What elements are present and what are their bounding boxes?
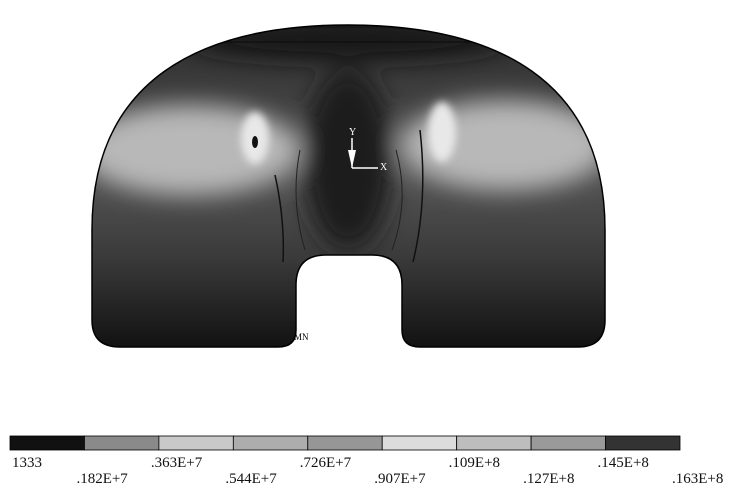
x-axis-label: X xyxy=(380,162,388,173)
triad: Y X xyxy=(348,127,388,173)
legend-label: .127E+8 xyxy=(523,471,574,487)
legend-label: 1333 xyxy=(12,455,42,471)
legend-label: .363E+7 xyxy=(151,455,203,471)
legend-swatch xyxy=(9,435,85,451)
legend-swatch xyxy=(232,435,309,451)
legend-swatch xyxy=(307,435,383,451)
legend-swatch xyxy=(381,435,458,451)
outline xyxy=(91,24,606,348)
legend-swatch xyxy=(605,435,681,451)
legend-label: .544E+7 xyxy=(225,471,277,487)
legend-swatch xyxy=(456,435,532,451)
legend-label: .109E+8 xyxy=(449,455,500,471)
legend-label: .145E+8 xyxy=(598,455,649,471)
legend-label: .163E+8 xyxy=(672,471,723,487)
stress-field xyxy=(92,25,605,347)
legend-label: .907E+7 xyxy=(374,471,426,487)
legend-label: .726E+7 xyxy=(300,455,352,471)
legend: 1333 .182E+7 .363E+7 .544E+7 .726E+7 .907E+7.… xyxy=(9,435,723,487)
legend-swatch xyxy=(530,435,606,451)
min-marker: MN xyxy=(294,332,309,342)
legend-swatch xyxy=(158,435,234,451)
legend-swatch xyxy=(84,435,160,451)
legend-label: .182E+7 xyxy=(76,471,128,487)
y-axis-label: Y xyxy=(349,127,356,138)
